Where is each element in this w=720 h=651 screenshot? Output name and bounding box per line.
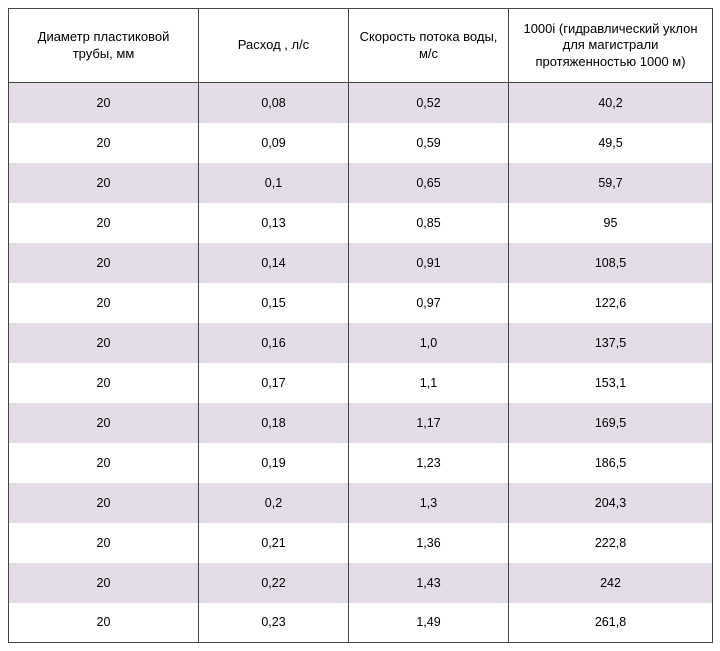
cell-velocity: 1,1 [349,363,509,403]
cell-gradient: 49,5 [509,123,713,163]
cell-velocity: 0,91 [349,243,509,283]
cell-velocity: 1,23 [349,443,509,483]
table-row: 20 0,18 1,17 169,5 [9,403,713,443]
cell-diameter: 20 [9,403,199,443]
cell-velocity: 0,52 [349,83,509,123]
cell-diameter: 20 [9,443,199,483]
cell-gradient: 242 [509,563,713,603]
table-row: 20 0,21 1,36 222,8 [9,523,713,563]
table-row: 20 0,09 0,59 49,5 [9,123,713,163]
table-row: 20 0,16 1,0 137,5 [9,323,713,363]
cell-diameter: 20 [9,363,199,403]
table-header-row: Диаметр пластиковой трубы, мм Расход , л… [9,9,713,83]
table-row: 20 0,08 0,52 40,2 [9,83,713,123]
table-row: 20 0,15 0,97 122,6 [9,283,713,323]
table-row: 20 0,14 0,91 108,5 [9,243,713,283]
table-body: 20 0,08 0,52 40,2 20 0,09 0,59 49,5 20 0… [9,83,713,643]
cell-gradient: 137,5 [509,323,713,363]
cell-diameter: 20 [9,83,199,123]
cell-diameter: 20 [9,603,199,643]
table-row: 20 0,13 0,85 95 [9,203,713,243]
cell-gradient: 122,6 [509,283,713,323]
cell-flowrate: 0,1 [199,163,349,203]
cell-flowrate: 0,15 [199,283,349,323]
table-row: 20 0,23 1,49 261,8 [9,603,713,643]
cell-flowrate: 0,13 [199,203,349,243]
cell-flowrate: 0,08 [199,83,349,123]
table-row: 20 0,22 1,43 242 [9,563,713,603]
cell-velocity: 1,3 [349,483,509,523]
cell-gradient: 108,5 [509,243,713,283]
cell-velocity: 1,0 [349,323,509,363]
cell-diameter: 20 [9,323,199,363]
cell-gradient: 153,1 [509,363,713,403]
cell-flowrate: 0,2 [199,483,349,523]
cell-flowrate: 0,21 [199,523,349,563]
header-diameter: Диаметр пластиковой трубы, мм [9,9,199,83]
cell-diameter: 20 [9,483,199,523]
cell-diameter: 20 [9,523,199,563]
header-flowrate: Расход , л/с [199,9,349,83]
table-row: 20 0,2 1,3 204,3 [9,483,713,523]
cell-diameter: 20 [9,203,199,243]
table-row: 20 0,1 0,65 59,7 [9,163,713,203]
cell-flowrate: 0,19 [199,443,349,483]
hydraulic-table: Диаметр пластиковой трубы, мм Расход , л… [8,8,713,643]
cell-gradient: 95 [509,203,713,243]
header-gradient: 1000i (гидравлический уклон для магистра… [509,9,713,83]
cell-gradient: 169,5 [509,403,713,443]
cell-gradient: 204,3 [509,483,713,523]
cell-diameter: 20 [9,563,199,603]
cell-gradient: 40,2 [509,83,713,123]
cell-diameter: 20 [9,123,199,163]
cell-velocity: 1,36 [349,523,509,563]
cell-velocity: 1,43 [349,563,509,603]
cell-velocity: 0,65 [349,163,509,203]
cell-gradient: 59,7 [509,163,713,203]
cell-flowrate: 0,17 [199,363,349,403]
table-row: 20 0,19 1,23 186,5 [9,443,713,483]
cell-gradient: 186,5 [509,443,713,483]
cell-gradient: 222,8 [509,523,713,563]
cell-flowrate: 0,18 [199,403,349,443]
cell-velocity: 0,97 [349,283,509,323]
cell-flowrate: 0,14 [199,243,349,283]
cell-velocity: 1,17 [349,403,509,443]
cell-flowrate: 0,16 [199,323,349,363]
cell-flowrate: 0,09 [199,123,349,163]
header-velocity: Скорость потока воды, м/с [349,9,509,83]
cell-flowrate: 0,22 [199,563,349,603]
cell-velocity: 0,85 [349,203,509,243]
table-row: 20 0,17 1,1 153,1 [9,363,713,403]
cell-diameter: 20 [9,283,199,323]
cell-diameter: 20 [9,243,199,283]
cell-flowrate: 0,23 [199,603,349,643]
cell-velocity: 1,49 [349,603,509,643]
cell-diameter: 20 [9,163,199,203]
cell-gradient: 261,8 [509,603,713,643]
cell-velocity: 0,59 [349,123,509,163]
